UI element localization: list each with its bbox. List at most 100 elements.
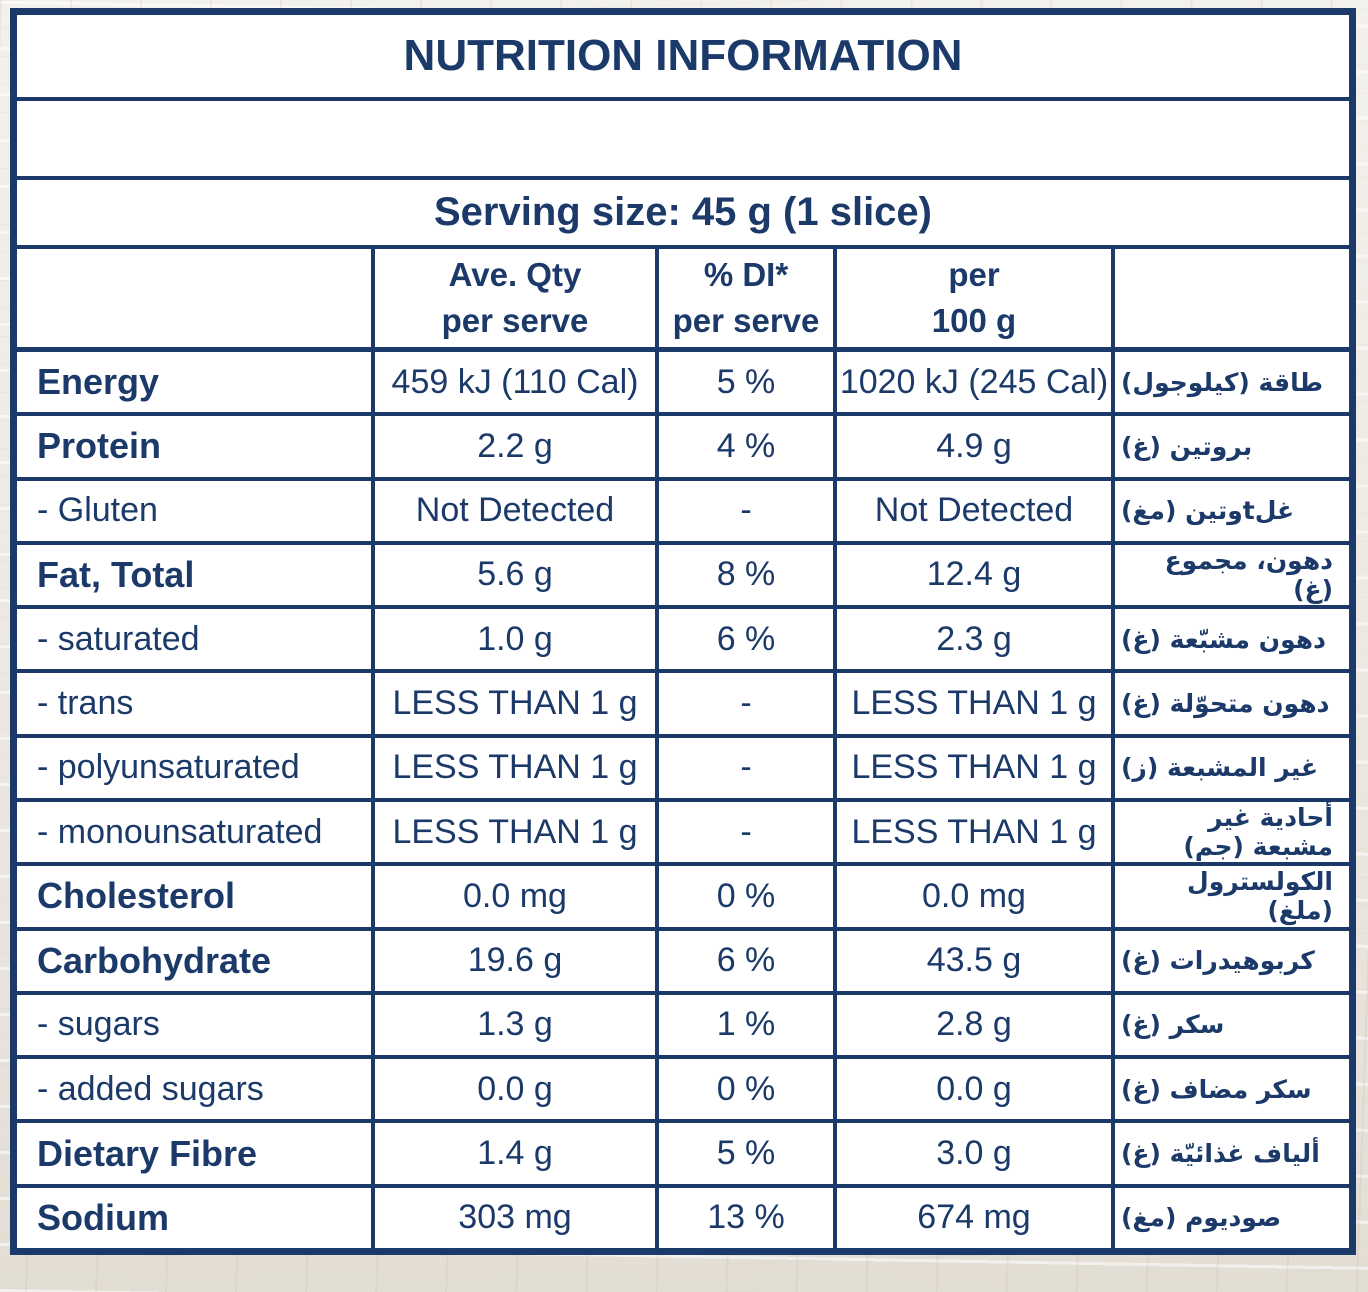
value-per-100g: 43.5 g — [833, 930, 1111, 991]
nutrient-label: Carbohydrate — [37, 939, 272, 981]
value-percent-di: 4 % — [655, 416, 833, 477]
table-row: Energy 459 kJ (110 Cal) 5 % 1020 kJ (245… — [17, 352, 1349, 417]
value-per-serve: 1.0 g — [371, 609, 655, 670]
value-percent-di: 6 % — [655, 930, 833, 991]
nutrient-label: Dietary Fibre — [37, 1132, 258, 1174]
value-per-serve: 1.4 g — [371, 1123, 655, 1184]
serving-size-text: Serving size: 45 g (1 slice) — [434, 190, 932, 234]
table-row: Carbohydrate 19.6 g 6 % 43.5 g كربوهيدرا… — [17, 930, 1349, 995]
value-percent-di: 5 % — [655, 352, 833, 413]
value-per-100g: 2.3 g — [833, 609, 1111, 670]
value-percent-di: 6 % — [655, 609, 833, 670]
nutrient-label-arabic: كربوهيدرات (غ) — [1111, 930, 1349, 991]
value-percent-di: 13 % — [655, 1187, 833, 1248]
value-per-serve: 2.2 g — [371, 416, 655, 477]
nutrient-label-arabic: أحادية غير مشبعة (جم) — [1111, 801, 1349, 863]
value-per-100g: Not Detected — [833, 480, 1111, 541]
table-row: - polyunsaturated LESS THAN 1 g - LESS T… — [17, 737, 1349, 802]
value-per-100g: 0.0 mg — [833, 866, 1111, 927]
header-blank-cell — [17, 249, 371, 347]
value-per-100g: 674 mg — [833, 1187, 1111, 1248]
nutrient-label: - polyunsaturated — [37, 748, 300, 787]
nutrition-panel: NUTRITION INFORMATION Serving size: 45 g… — [10, 8, 1356, 1255]
nutrient-label-arabic: الكولسترول (ملغ) — [1111, 866, 1349, 927]
page-title: NUTRITION INFORMATION — [403, 31, 963, 80]
value-per-100g: LESS THAN 1 g — [833, 801, 1111, 863]
value-percent-di: - — [655, 673, 833, 734]
value-per-serve: 0.0 g — [371, 1059, 655, 1120]
header-ave-qty-line2: per serve — [441, 302, 589, 339]
table-row: - trans LESS THAN 1 g - LESS THAN 1 g ده… — [17, 673, 1349, 738]
nutrient-label-arabic: غير المشبعة (ز) — [1111, 737, 1349, 798]
nutrient-label: - sugars — [37, 1005, 160, 1044]
value-per-serve: LESS THAN 1 g — [371, 737, 655, 798]
header-arabic-blank-cell — [1111, 249, 1349, 347]
serving-size-row: Serving size: 45 g (1 slice) — [17, 180, 1349, 249]
value-per-100g: 2.8 g — [833, 994, 1111, 1056]
nutrient-label-arabic: بروتين (غ) — [1111, 416, 1349, 477]
value-per-100g: 1020 kJ (245 Cal) — [833, 352, 1111, 413]
value-per-serve: 5.6 g — [371, 544, 655, 606]
table-row: - added sugars 0.0 g 0 % 0.0 g سكر مضاف … — [17, 1059, 1349, 1124]
nutrient-label-arabic: سكر مضاف (غ) — [1111, 1059, 1349, 1120]
nutrient-label: - Gluten — [37, 491, 158, 530]
value-per-serve: LESS THAN 1 g — [371, 673, 655, 734]
value-per-serve: 0.0 mg — [371, 866, 655, 927]
nutrient-label-arabic: ألياف غذائيّة (غ) — [1111, 1123, 1349, 1184]
value-percent-di: - — [655, 480, 833, 541]
value-per-100g: 0.0 g — [833, 1059, 1111, 1120]
nutrient-label-arabic: صوديوم (مغ) — [1111, 1187, 1349, 1248]
nutrient-rows: Energy 459 kJ (110 Cal) 5 % 1020 kJ (245… — [17, 352, 1349, 1248]
nutrient-label: Energy — [37, 361, 160, 403]
nutrient-label: Cholesterol — [37, 875, 236, 917]
value-per-serve: 19.6 g — [371, 930, 655, 991]
table-row: Sodium 303 mg 13 % 674 mg صوديوم (مغ) — [17, 1187, 1349, 1248]
nutrient-label-arabic: دهون متحوّلة (غ) — [1111, 673, 1349, 734]
value-per-serve: 459 kJ (110 Cal) — [371, 352, 655, 413]
header-percent-di-line2: per serve — [672, 302, 820, 339]
value-percent-di: - — [655, 737, 833, 798]
value-percent-di: 1 % — [655, 994, 833, 1056]
table-row: Dietary Fibre 1.4 g 5 % 3.0 g ألياف غذائ… — [17, 1123, 1349, 1188]
header-per-100g-line2: 100 g — [931, 302, 1017, 339]
value-percent-di: 5 % — [655, 1123, 833, 1184]
header-percent-di-line1: % DI* — [703, 256, 789, 294]
value-per-100g: 12.4 g — [833, 544, 1111, 606]
column-header-row: Ave. Qty per serve % DI* per serve per 1… — [17, 249, 1349, 352]
table-row: - Gluten Not Detected - Not Detected غلt… — [17, 480, 1349, 545]
value-per-serve: 303 mg — [371, 1187, 655, 1248]
value-percent-di: 0 % — [655, 866, 833, 927]
table-row: Protein 2.2 g 4 % 4.9 g بروتين (غ) — [17, 416, 1349, 481]
value-per-100g: LESS THAN 1 g — [833, 737, 1111, 798]
value-per-serve: Not Detected — [371, 480, 655, 541]
nutrient-label-arabic: دهون مشبّعة (غ) — [1111, 609, 1349, 670]
header-per-100g: per 100 g — [833, 249, 1111, 347]
table-row: Cholesterol 0.0 mg 0 % 0.0 mg الكولسترول… — [17, 866, 1349, 931]
nutrient-label: - monounsaturated — [37, 812, 323, 851]
nutrient-label-arabic: دهون، مجموع (غ) — [1111, 544, 1349, 606]
nutrient-label: Sodium — [37, 1196, 169, 1238]
value-per-100g: 3.0 g — [833, 1123, 1111, 1184]
empty-row — [17, 101, 1349, 180]
value-per-serve: LESS THAN 1 g — [371, 801, 655, 863]
nutrient-label-arabic: سكر (غ) — [1111, 994, 1349, 1056]
value-percent-di: - — [655, 801, 833, 863]
nutrient-label: - added sugars — [37, 1069, 264, 1108]
nutrient-label-arabic: غلtوتين (مغ) — [1111, 480, 1349, 541]
value-percent-di: 8 % — [655, 544, 833, 606]
nutrient-label-arabic: طاقة (كيلوجول) — [1111, 352, 1349, 413]
nutrient-label: Protein — [37, 425, 162, 467]
header-percent-di: % DI* per serve — [655, 249, 833, 347]
title-row: NUTRITION INFORMATION — [17, 15, 1349, 101]
table-row: - sugars 1.3 g 1 % 2.8 g سكر (غ) — [17, 994, 1349, 1060]
value-percent-di: 0 % — [655, 1059, 833, 1120]
value-per-serve: 1.3 g — [371, 994, 655, 1056]
nutrient-label: Fat, Total — [37, 553, 195, 595]
nutrient-label: - trans — [37, 684, 134, 723]
table-row: Fat, Total 5.6 g 8 % 12.4 g دهون، مجموع … — [17, 544, 1349, 610]
header-ave-qty-line1: Ave. Qty — [448, 256, 582, 294]
table-row: - monounsaturated LESS THAN 1 g - LESS T… — [17, 801, 1349, 867]
header-ave-qty: Ave. Qty per serve — [371, 249, 655, 347]
table-row: - saturated 1.0 g 6 % 2.3 g دهون مشبّعة … — [17, 609, 1349, 674]
